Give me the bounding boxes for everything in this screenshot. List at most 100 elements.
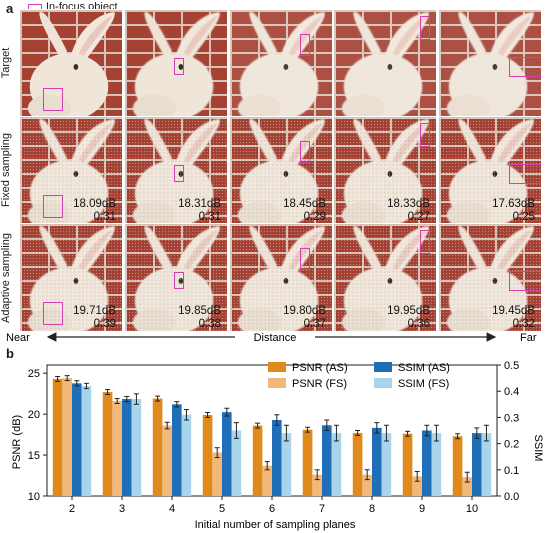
bar-psnrfs (262, 465, 272, 496)
bar-ssimas (222, 412, 232, 496)
x-axis-label: Initial number of sampling planes (195, 519, 356, 531)
ssim-value: 0.27 (407, 211, 430, 223)
panel-b-letter: b (6, 346, 14, 361)
bar-psnrfs (312, 474, 322, 496)
psnr-value: 18.33dB (387, 198, 430, 210)
metric-label: 18.33dB 0.27 (387, 198, 430, 224)
psnr-value: 18.31dB (178, 198, 221, 210)
y2-tick-label: 0.5 (504, 360, 519, 372)
y2-tick-label: 0.1 (504, 465, 519, 477)
tile-r0-c0 (19, 9, 123, 118)
far-label: Far (520, 332, 537, 344)
bar-ssimfs (81, 385, 92, 496)
legend-label: SSIM (AS) (398, 362, 450, 374)
tile-r2-c2: 19.80dB 0.37 (229, 223, 333, 332)
legend-label: PSNR (AS) (292, 362, 348, 374)
x-tick-label: 4 (169, 503, 175, 515)
bar-ssimas (322, 425, 332, 496)
x-tick-label: 9 (419, 503, 425, 515)
y-tick-label: 15 (28, 450, 40, 462)
metric-label: 17.63dB 0.25 (492, 198, 535, 224)
bar-ssimas (272, 420, 282, 496)
bar-psnras (202, 414, 213, 496)
row-label-fixed-sampling: Fixed sampling (0, 133, 12, 207)
in-focus-highlight-box (509, 57, 541, 77)
bar-psnrfs (162, 425, 172, 496)
tile-r0-c2 (229, 9, 333, 118)
x-tick-label: 8 (369, 503, 375, 515)
tile-r0-c3 (333, 9, 437, 118)
tile-r2-c1: 19.85dB 0.38 (124, 223, 228, 332)
in-focus-highlight-box (509, 164, 541, 184)
in-focus-highlight-box (174, 272, 184, 289)
ssim-value: 0.29 (303, 211, 326, 223)
bar-ssimas (372, 427, 382, 496)
tile-r1-c4: 17.63dB 0.25 (438, 116, 542, 225)
ssim-value: 0.39 (93, 318, 116, 330)
bar-ssimfs (281, 433, 292, 496)
bar-psnrfs (212, 452, 222, 496)
in-focus-highlight-box (300, 141, 310, 163)
psnr-value: 19.95dB (387, 305, 430, 317)
metric-label: 19.71dB 0.39 (73, 305, 116, 331)
ssim-value: 0.25 (512, 211, 535, 223)
tile-r0-c1 (124, 9, 228, 118)
bar-psnras (402, 433, 413, 496)
metric-label: 18.45dB 0.29 (283, 198, 326, 224)
bar-psnrfs (112, 401, 122, 496)
legend-swatch (374, 378, 392, 388)
legend-label: SSIM (FS) (398, 378, 449, 390)
bar-psnrfs (62, 378, 72, 496)
tile-r2-c0: 19.71dB 0.39 (19, 223, 123, 332)
ssim-value: 0.31 (93, 211, 116, 223)
metric-label: 19.80dB 0.37 (283, 305, 326, 331)
in-focus-highlight-box (509, 271, 541, 291)
bar-ssimfs (331, 433, 342, 496)
tile-r1-c0: 18.09dB 0.31 (19, 116, 123, 225)
bar-psnras (52, 378, 63, 496)
tile-r1-c3: 18.33dB 0.27 (333, 116, 437, 225)
in-focus-highlight-box (174, 58, 184, 75)
row-label-adaptive-sampling: Adaptive sampling (0, 233, 12, 323)
in-focus-highlight-box (43, 195, 63, 218)
psnr-ssim-bar-chart: 10 15 20 25 0.0 0.1 0.2 0.3 0.4 0.5 2 3 4 5 6 7 8 9 10 PSN… (11, 360, 544, 531)
x-tick-label: 3 (119, 503, 125, 515)
in-focus-highlight-box (300, 248, 310, 270)
y-tick-label: 10 (28, 491, 40, 503)
bar-psnras (252, 425, 263, 496)
legend-swatch (268, 362, 286, 372)
in-focus-highlight-box (420, 230, 430, 254)
bar-ssimfs (431, 433, 442, 496)
bar-psnras (302, 429, 313, 496)
panel-a-letter: a (6, 1, 14, 16)
bar-ssimfs (231, 430, 242, 496)
psnr-value: 19.45dB (492, 305, 535, 317)
tile-r1-c1: 18.31dB 0.31 (124, 116, 228, 225)
ssim-value: 0.31 (198, 211, 221, 223)
near-label: Near (6, 332, 30, 344)
metric-label: 19.85dB 0.38 (178, 305, 221, 331)
in-focus-highlight-box (420, 123, 430, 147)
bar-ssimfs (181, 414, 192, 496)
bar-ssimas (72, 383, 82, 496)
y2-tick-label: 0.0 (504, 491, 519, 503)
psnr-value: 19.85dB (178, 305, 221, 317)
y-tick-label: 20 (28, 409, 40, 421)
bar-psnrfs (362, 474, 372, 496)
bar-psnras (352, 432, 363, 496)
tile-r0-c4 (438, 9, 542, 118)
bar-ssimas (422, 430, 432, 496)
psnr-value: 19.71dB (73, 305, 116, 317)
tile-r2-c3: 19.95dB 0.36 (333, 223, 437, 332)
legend-swatch (374, 362, 392, 372)
bar-ssimfs (131, 399, 142, 496)
x-tick-label: 10 (466, 503, 478, 515)
y-tick-label: 25 (28, 368, 40, 380)
in-focus-highlight-box (43, 302, 63, 325)
y2-tick-label: 0.2 (504, 439, 519, 451)
y2-tick-label: 0.4 (504, 386, 519, 398)
bar-psnrfs (462, 477, 472, 496)
bar-psnras (452, 436, 463, 496)
bar-ssimas (122, 399, 132, 496)
metric-label: 18.31dB 0.31 (178, 198, 221, 224)
